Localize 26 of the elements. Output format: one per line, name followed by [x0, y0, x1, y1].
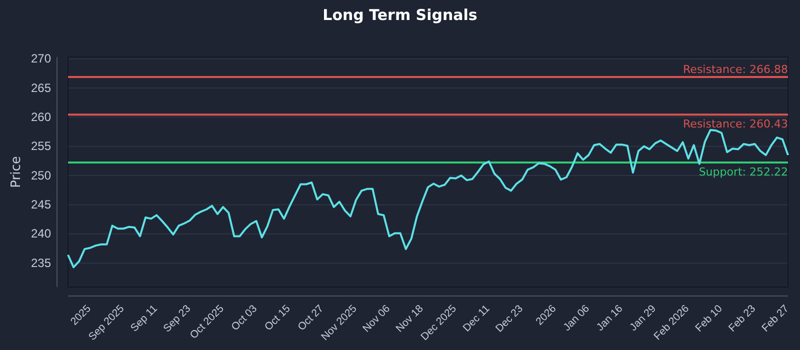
x-tick-label: Sep 11 — [128, 302, 160, 334]
x-tick-label: Feb 10 — [693, 302, 725, 334]
x-tick-label: Jan 16 — [594, 302, 626, 334]
x-tick-label: Oct 15 — [262, 302, 293, 334]
y-tick-label: 265 — [30, 80, 52, 95]
line-series — [67, 128, 789, 268]
x-tick-label: Dec 23 — [493, 302, 526, 335]
ref-line-label: Resistance: 266.88 — [683, 62, 788, 76]
x-tick-label: Jan 06 — [561, 302, 592, 334]
x-tick-label: Oct 03 — [229, 302, 260, 334]
y-tick-label: 240 — [30, 226, 52, 241]
x-tick-label: Feb 23 — [726, 302, 758, 334]
y-tick-label: 250 — [30, 168, 52, 182]
x-tick-label: Oct 27 — [296, 302, 326, 334]
x-tick-label: Nov 06 — [360, 302, 393, 335]
y-tick-label: 245 — [30, 198, 52, 212]
x-tick-label: Dec 11 — [460, 302, 492, 334]
ref-line-label: Resistance: 260.43 — [683, 118, 788, 131]
ref-line-label: Support: 252.22 — [698, 166, 788, 179]
y-tick-label: 235 — [30, 256, 52, 270]
y-tick-label: 255 — [30, 139, 52, 154]
y-tick-label: 260 — [30, 110, 52, 124]
y-axis-title: Price — [9, 156, 24, 188]
y-tick-label: 270 — [30, 52, 52, 66]
x-tick-label: Feb 27 — [760, 302, 792, 334]
chart-title: Long Term Signals — [322, 6, 478, 24]
